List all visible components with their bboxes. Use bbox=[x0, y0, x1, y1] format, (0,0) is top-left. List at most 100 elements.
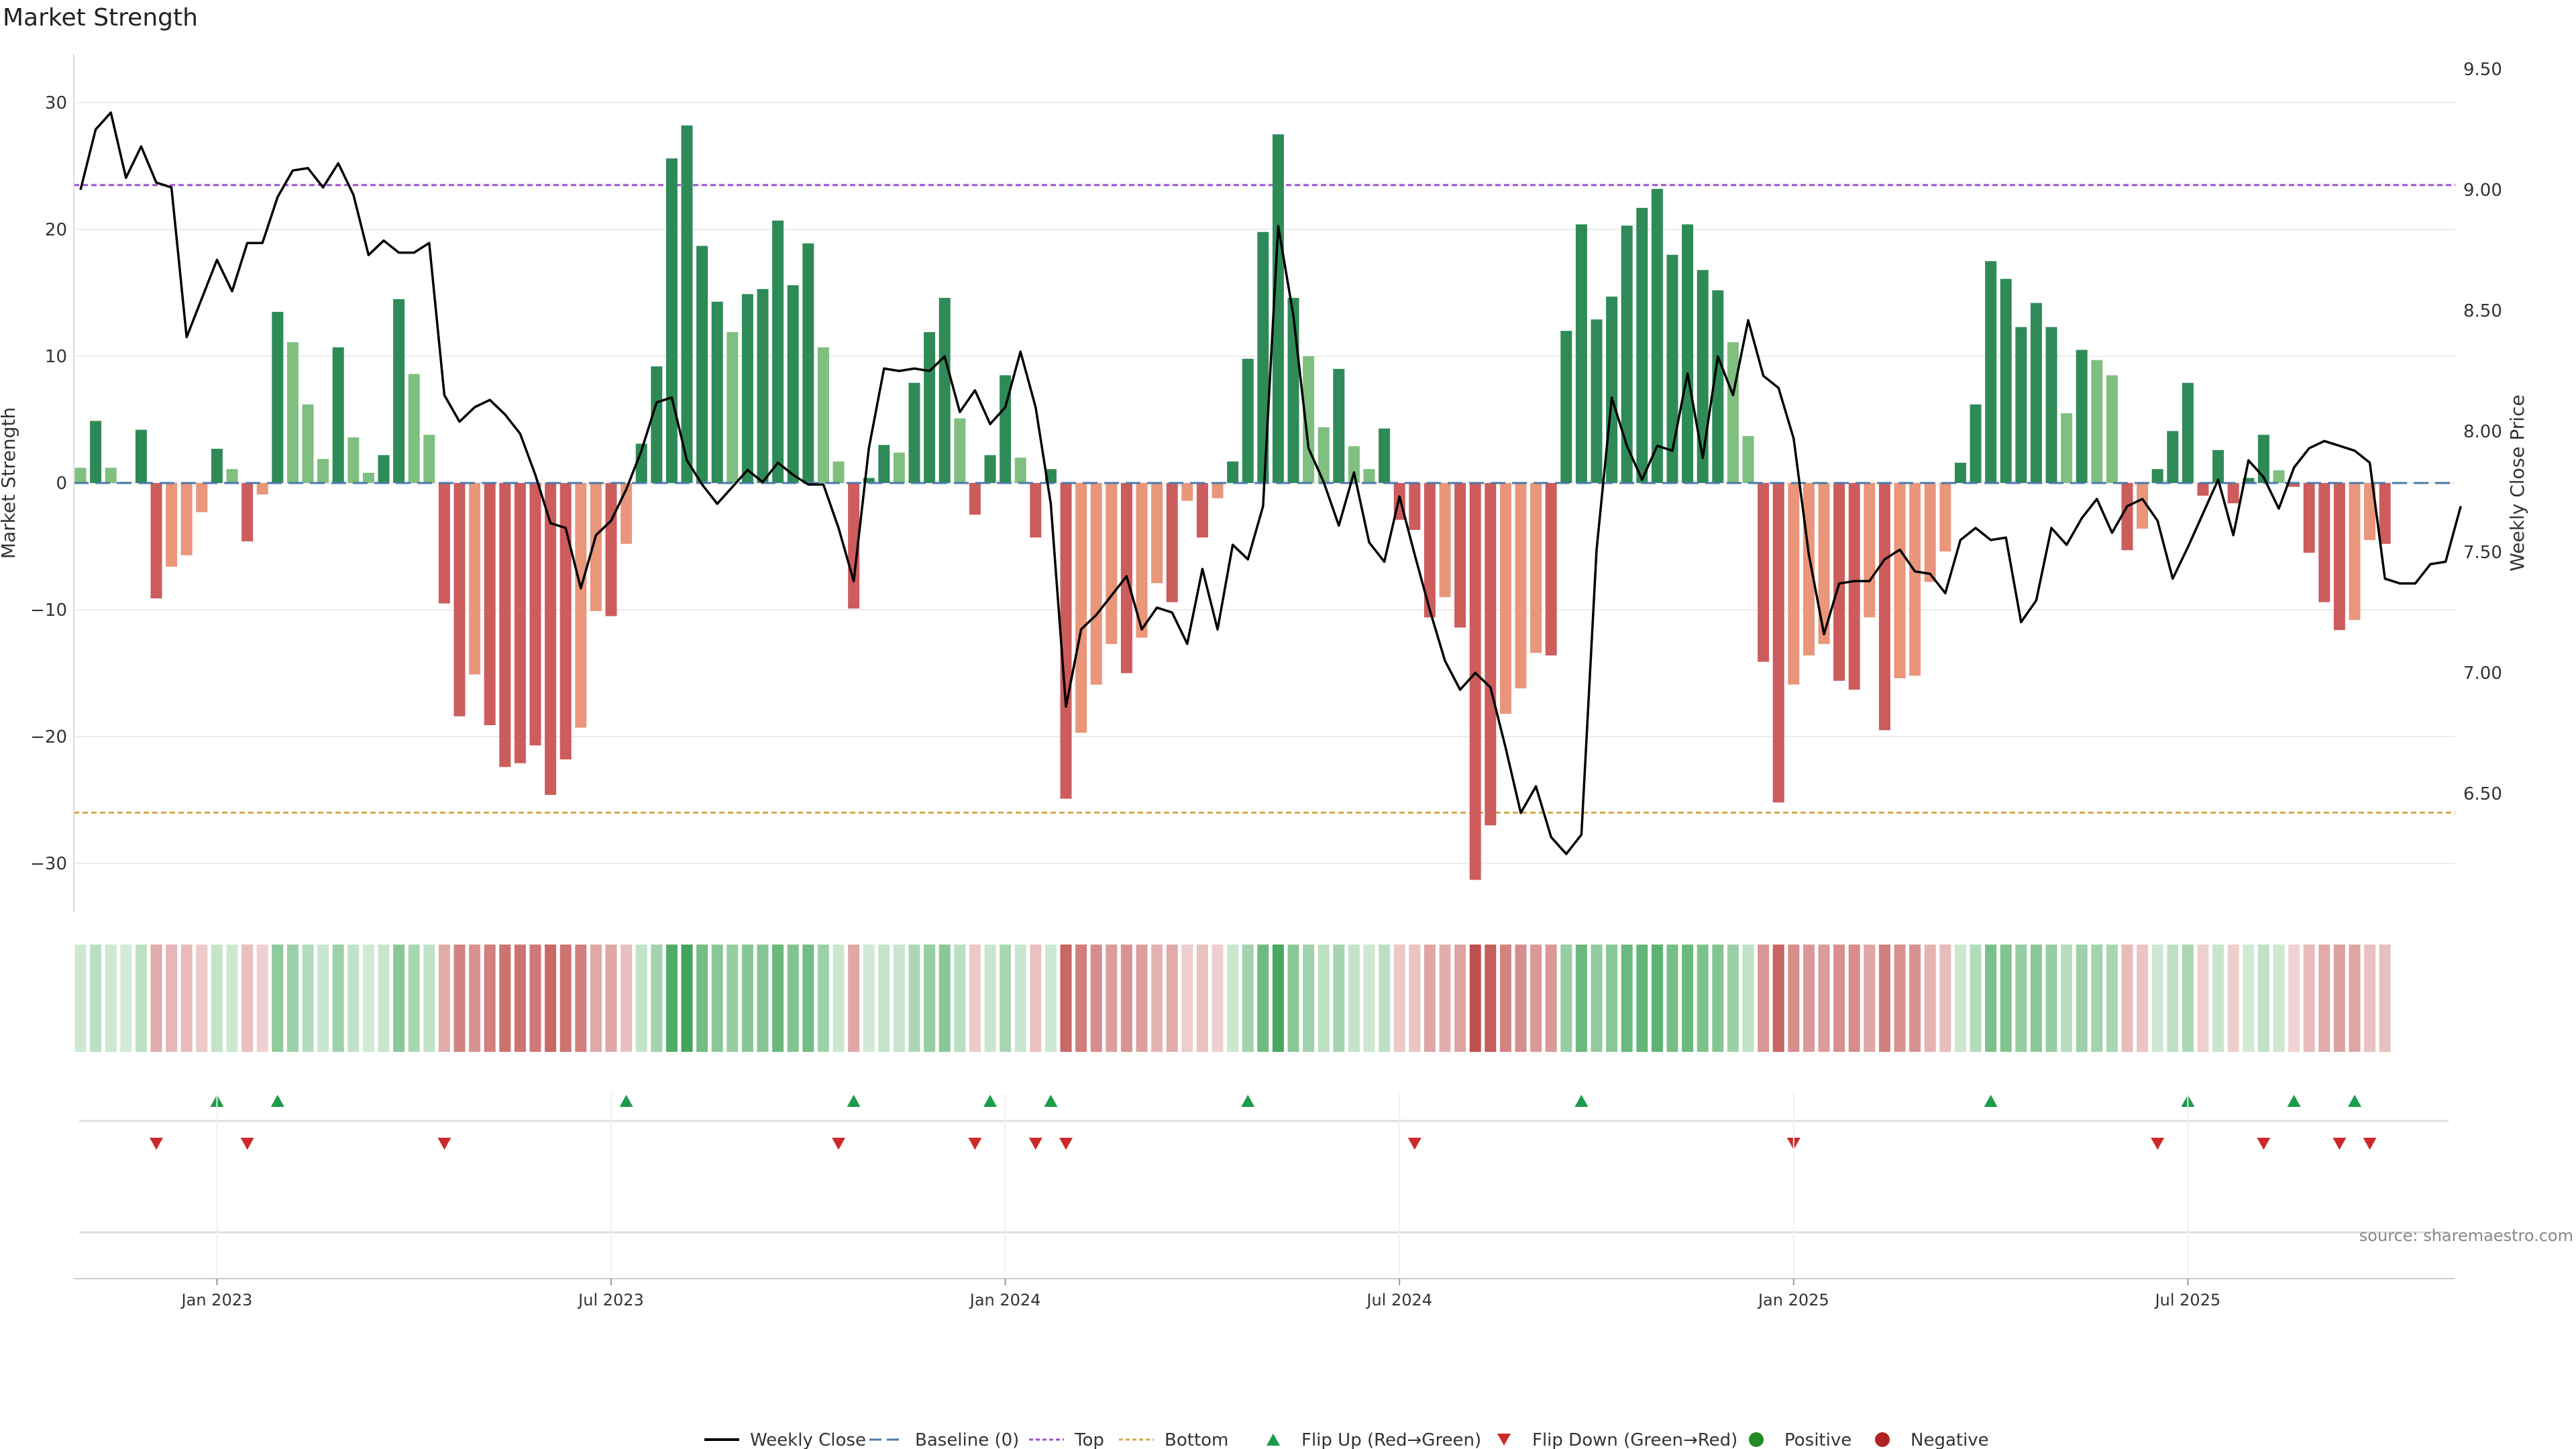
heat-cell bbox=[135, 945, 147, 1052]
strength-bar bbox=[924, 332, 936, 483]
strength-bar bbox=[1970, 404, 1982, 483]
flip-down-marker bbox=[2363, 1138, 2377, 1150]
x-tick-label: Jul 2024 bbox=[1365, 1291, 1432, 1309]
flip-down-marker bbox=[240, 1138, 254, 1150]
y2-tick-label: 7.50 bbox=[2463, 543, 2502, 563]
strength-bar bbox=[772, 220, 784, 483]
strength-bar bbox=[74, 468, 87, 483]
strength-bar bbox=[1924, 483, 1936, 582]
heat-cell bbox=[2015, 945, 2027, 1052]
strength-bar bbox=[1485, 483, 1497, 826]
legend-swatch-dot bbox=[1875, 1432, 1890, 1447]
heat-cell bbox=[1894, 945, 1906, 1052]
heat-cell bbox=[1044, 945, 1057, 1052]
heat-cell bbox=[1151, 945, 1163, 1052]
heat-cell bbox=[1075, 945, 1087, 1052]
strength-bar bbox=[2318, 483, 2330, 602]
heat-cell bbox=[347, 945, 360, 1052]
heat-cell bbox=[741, 945, 753, 1052]
heat-cell bbox=[938, 945, 951, 1052]
heat-cell bbox=[2061, 945, 2073, 1052]
heat-cell bbox=[1409, 945, 1421, 1052]
strength-bar bbox=[1075, 483, 1087, 733]
heat-cell bbox=[226, 945, 238, 1052]
strength-bar bbox=[1379, 428, 1391, 483]
strength-bar bbox=[529, 483, 541, 746]
heat-cell bbox=[1515, 945, 1527, 1052]
heat-cell bbox=[848, 945, 860, 1052]
heat-cell bbox=[575, 945, 587, 1052]
strength-bar bbox=[938, 298, 951, 483]
strength-bar bbox=[453, 483, 466, 716]
strength-bar bbox=[2227, 483, 2239, 504]
strength-bar bbox=[514, 483, 526, 763]
heat-cell bbox=[2349, 945, 2361, 1052]
y2-tick-label: 9.00 bbox=[2463, 180, 2502, 201]
strength-bar bbox=[1409, 483, 1421, 530]
strength-bar bbox=[180, 483, 193, 555]
strength-bar bbox=[226, 469, 238, 483]
strength-bar bbox=[286, 342, 299, 483]
heat-cell bbox=[423, 945, 435, 1052]
strength-bar bbox=[1014, 458, 1026, 483]
strength-bar bbox=[2182, 382, 2194, 483]
price-line-group bbox=[79, 111, 2462, 855]
strength-bar bbox=[665, 158, 678, 483]
flip-down-marker bbox=[2257, 1138, 2271, 1150]
strength-bar bbox=[1499, 483, 1511, 714]
heat-cell bbox=[1712, 945, 1724, 1052]
heat-cell bbox=[2288, 945, 2300, 1052]
strength-bar bbox=[908, 382, 920, 483]
heat-cell bbox=[469, 945, 481, 1052]
strength-bar bbox=[2197, 483, 2209, 496]
heat-cell bbox=[1848, 945, 1860, 1052]
strength-bar bbox=[2000, 278, 2012, 483]
heat-cell bbox=[2091, 945, 2103, 1052]
heat-cell bbox=[1014, 945, 1026, 1052]
strength-bar bbox=[2243, 478, 2255, 483]
x-tick-label: Jan 2024 bbox=[969, 1291, 1041, 1309]
flip-down-marker bbox=[437, 1138, 451, 1150]
flip-up-marker bbox=[619, 1095, 633, 1107]
heat-cell bbox=[1485, 945, 1497, 1052]
strength-bar bbox=[696, 246, 708, 483]
strength-bar bbox=[1848, 483, 1860, 690]
heat-cell bbox=[514, 945, 526, 1052]
flip-up-marker bbox=[983, 1095, 997, 1107]
heat-cell bbox=[878, 945, 890, 1052]
heat-cell bbox=[924, 945, 936, 1052]
y-tick-label: 20 bbox=[45, 220, 67, 240]
strength-bar bbox=[635, 443, 647, 483]
flip-down-marker bbox=[2151, 1138, 2165, 1150]
heat-cell bbox=[2182, 945, 2194, 1052]
strength-bar bbox=[1424, 483, 1436, 618]
strength-bar bbox=[1545, 483, 1557, 656]
strength-bar bbox=[1939, 483, 1951, 552]
heat-cell bbox=[1379, 945, 1391, 1052]
heat-cell bbox=[2151, 945, 2163, 1052]
x-tick-label: Jan 2023 bbox=[180, 1291, 253, 1309]
heat-cell bbox=[969, 945, 981, 1052]
legend-label: Positive bbox=[1784, 1430, 1851, 1449]
heat-cell bbox=[302, 945, 314, 1052]
strength-bar bbox=[2076, 350, 2088, 483]
strength-bar bbox=[2091, 360, 2103, 483]
strength-bar bbox=[1515, 483, 1527, 689]
strength-bar bbox=[1636, 207, 1648, 483]
strength-bar bbox=[272, 311, 284, 483]
strength-bar bbox=[211, 448, 223, 483]
strength-bar bbox=[469, 483, 481, 675]
strength-bar bbox=[1469, 483, 1481, 880]
heat-cell bbox=[1666, 945, 1678, 1052]
heat-cell bbox=[727, 945, 739, 1052]
strength-bar bbox=[1090, 483, 1102, 685]
heat-cell bbox=[559, 945, 572, 1052]
strength-bar bbox=[1712, 290, 1724, 483]
strength-bar bbox=[1727, 342, 1739, 483]
heat-cell bbox=[1636, 945, 1648, 1052]
flip-up-marker bbox=[2348, 1095, 2361, 1107]
legend-label: Bottom bbox=[1165, 1430, 1228, 1449]
strength-bar bbox=[878, 445, 890, 483]
strength-bar bbox=[1682, 224, 1694, 483]
strength-bar bbox=[1818, 483, 1830, 645]
